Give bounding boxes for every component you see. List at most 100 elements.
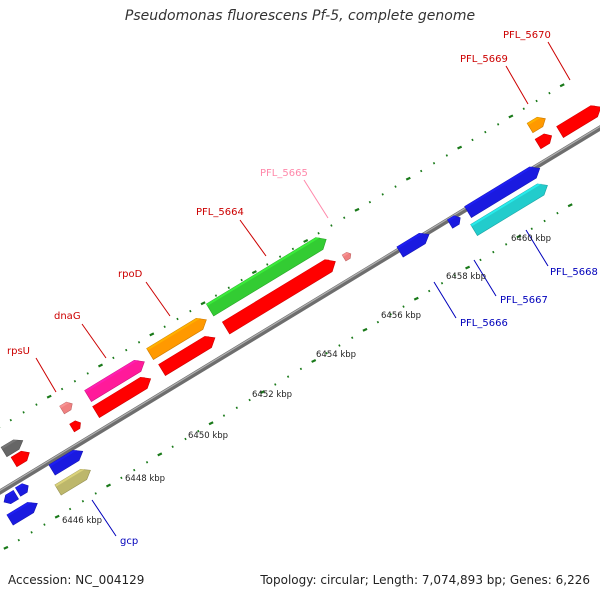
scale-label: 6452 kbp [252,390,292,400]
gene-red-small-left-highlight [11,451,25,460]
scale-labels: 6446 kbp 6448 kbp 6450 kbp 6452 kbp 6454 kbp… [62,234,551,526]
tick-mark [112,356,115,360]
PFL_5666-arrow [396,233,430,258]
PFL_5668-gene [470,183,548,236]
tick-mark [60,387,64,391]
leader-line-rpoD [145,281,171,317]
tick-mark [445,154,448,157]
PFL_5667-highlight [447,215,458,222]
tick-mark [97,363,103,368]
tick-mark [389,313,392,316]
PFL_5667-gene [446,215,461,229]
tick-mark [548,91,551,95]
leader-line-rpsU [35,357,57,393]
tick-mark [405,176,411,181]
PFL_5665-gene [341,251,352,262]
PFL_5664-highlight [206,237,321,306]
tick-mark [504,243,508,246]
tick-mark [484,130,487,134]
gene-label-rpoD: rpoD [118,269,143,280]
tick-mark [22,411,25,414]
PFL_5668-blue-highlight [464,166,535,209]
tick-mark [125,348,128,352]
gene-blue-small-b-highlight [15,483,26,490]
tick-mark [479,258,482,262]
gene-gray-top-gene [0,439,24,458]
rpoD-gene [146,318,207,360]
tick-mark [3,545,9,550]
tick-mark [17,538,20,542]
tick-mark [381,193,384,196]
tick-mark [176,317,179,321]
PFL_5669-red-gene [534,133,553,150]
tick-mark [368,200,372,204]
gene-blue-small-b-gene [14,483,29,497]
PFL_5664-red-highlight [222,259,330,324]
gene-blue-small-a-gene [3,490,19,505]
PFL_5668-highlight [470,183,542,227]
gene-label-PFL_5669: PFL_5669 [460,54,508,65]
tick-mark [428,289,431,293]
gene-label-PFL_5664: PFL_5664 [196,207,244,218]
tick-mark [492,250,495,254]
tick-mark [251,270,257,275]
tick-mark [266,263,269,266]
gene-blue-lower-highlight [6,502,32,517]
dnaG-highlight [84,360,139,393]
tick-mark [227,286,230,290]
tick-mark [9,418,12,422]
tick-mark [73,379,77,383]
tick-mark [291,247,295,251]
tick-mark [248,398,251,402]
tick-mark [535,99,538,103]
tick-mark [343,216,346,219]
tick-mark [163,325,166,328]
tick-mark [508,114,514,119]
gcp-highlight [54,469,86,487]
leader-line-PFL_5665 [303,179,329,219]
PFL_5664-gene [205,237,327,317]
PFL_5669-red-highlight [535,133,548,142]
tick-mark [376,320,380,324]
PFL_5666-highlight [396,233,424,249]
tick-mark [30,531,33,534]
PFL_5669-gene [526,116,546,134]
tick-mark [362,327,368,332]
tick-mark [516,234,522,239]
tick-mark [222,414,226,417]
rpsU-red-gene [69,420,81,433]
tick-mark [214,294,218,297]
rpsU-pink-gene [59,401,73,415]
PFL_5668-blue-arrow [464,166,541,218]
gene-label-PFL_5665: PFL_5665 [260,168,308,179]
tick-mark [137,341,141,344]
tick-mark [457,145,463,150]
tick-mark [86,372,89,375]
leader-line-PFL_5666 [433,281,457,319]
tick-mark [402,305,405,308]
rpsU-red-highlight [69,420,78,427]
gene-blue-mid-highlight [48,450,78,467]
leader-line-PFL_5668 [525,229,549,267]
rpsU-pink-highlight [59,402,70,409]
scale-label: 6458 kbp [446,272,486,282]
gene-red-small-left-gene [10,450,30,468]
gcp-gene [54,468,91,496]
tick-mark [120,476,123,480]
tick-mark [543,219,546,223]
tick-marks [0,83,573,550]
leader-line-PFL_5664 [239,219,267,257]
tick-mark [413,296,419,301]
tick-mark [46,394,52,399]
tick-mark [94,492,97,495]
leader-line-PFL_5670 [547,41,571,81]
PFL_5669-highlight [527,117,541,126]
gene-blue-mid-arrow [48,450,84,476]
dnaG-red-highlight [92,377,146,409]
tick-mark [453,274,456,277]
PFL_5664-red-arrow [221,259,336,335]
scale-label: 6450 kbp [188,431,228,441]
rpoD-red-gene [158,336,216,376]
